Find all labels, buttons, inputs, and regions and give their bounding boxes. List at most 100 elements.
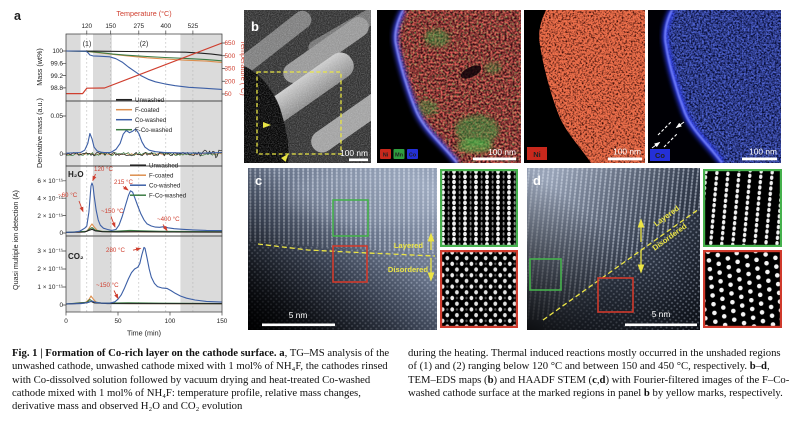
svg-text:350: 350 [225,66,236,73]
layered-roi-box [332,199,369,237]
series-line [66,50,222,56]
ni-tag: Ni [533,150,541,159]
svg-text:150: 150 [105,23,116,30]
co2-axis-ticks: 3 × 10⁻¹¹ 2 × 10⁻¹¹ 1 × 10⁻¹¹ 0 [37,248,63,309]
derivative-axis-ticks: 0.05 0 [51,113,64,158]
eds-legend: Ni Mn Co [380,149,418,159]
svg-text:120: 120 [81,23,92,30]
caption-col-2: during the heating. Thermal induced reac… [408,347,790,399]
svg-text:650: 650 [225,40,236,47]
panel-d-label: d [533,173,541,188]
layered-roi-box [529,258,562,291]
h2o-axis-ticks: 6 × 10⁻¹¹ 4 × 10⁻¹¹ 2 × 10⁻¹¹ 0 [37,178,63,237]
svg-text:99.6: 99.6 [51,61,64,68]
svg-text:F-Co-washed: F-Co-washed [149,193,187,200]
layered-fft-image [703,169,782,247]
svg-text:~150 °C: ~150 °C [101,208,124,215]
mass-axis-ticks: 100 99.6 99.2 98.8 [51,48,64,92]
panel-b-ni-map-image: Ni 100 nm [524,10,645,163]
series-line [66,50,222,62]
svg-text:215 °C: 215 °C [114,179,134,186]
co2-annotations: 280 °C ~150 °C [96,247,142,300]
derivative-series [66,128,222,159]
svg-text:~400 °C: ~400 °C [157,216,180,223]
svg-text:0: 0 [59,151,63,158]
co-tag-box [650,149,670,161]
svg-text:~60 °C: ~60 °C [58,192,78,199]
svg-text:Co-washed: Co-washed [149,183,181,190]
region-2-label: (2) [140,41,149,48]
series-line [66,182,222,233]
legend-mass: Unwashed F-coated Co-washed F-Co-washed [116,97,173,134]
svg-text:4 × 10⁻¹¹: 4 × 10⁻¹¹ [37,195,63,202]
svg-text:275: 275 [133,23,144,30]
x-axis-ticks: 0 50 100 150 [64,318,228,325]
phase-boundary-dashed-line [257,243,436,257]
panel-a-label: a [14,9,22,23]
svg-text:2 × 10⁻¹¹: 2 × 10⁻¹¹ [37,213,63,220]
scale-bar-text: 5 nm [652,309,671,319]
series-line [66,228,222,234]
ni-tag-box [527,147,547,160]
yellow-arrowhead-icon [281,153,289,162]
panel-d-stem-image: Layered Disordered d 5 nm [527,168,700,330]
svg-text:280 °C: 280 °C [106,247,126,254]
panel-c-stem-image: Layered Disordered c 5 nm [248,168,437,330]
panel-c-label: c [255,173,262,188]
series-line [66,50,222,90]
svg-text:0: 0 [59,302,63,309]
h2o-tag: H₂O [68,170,84,179]
panel-b-label: b [251,19,259,34]
panel-b-eds-overlay-image: Ni Mn Co 100 nm [377,10,521,163]
disordered-label: Disordered [388,265,428,274]
svg-text:Unwashed: Unwashed [135,97,165,104]
region-1-label: (1) [83,41,92,48]
scale-bar [742,157,777,161]
series-line [66,152,222,156]
figure-caption: Fig. 1 | Formation of Co-rich layer on t… [12,347,790,413]
layer-thickness-annotation [651,120,685,149]
svg-text:150: 150 [217,318,228,325]
series-line [66,42,222,95]
top-axis-ticks: 120 150 275 400 525 [81,23,198,30]
panel-c-layered-inset [440,169,518,247]
h2o-series [66,182,222,234]
svg-text:525: 525 [188,23,199,30]
svg-text:1 × 10⁻¹¹: 1 × 10⁻¹¹ [37,284,63,291]
svg-text:120 °C: 120 °C [94,166,114,173]
eds-legend-mn: Mn [395,153,404,159]
eds-legend-ni: Ni [383,153,389,159]
subplot-frames [65,33,223,313]
series-line [66,128,222,154]
svg-text:6 × 10⁻¹¹: 6 × 10⁻¹¹ [37,178,63,185]
scale-bar [625,323,697,327]
svg-text:3 × 10⁻¹¹: 3 × 10⁻¹¹ [37,248,63,255]
eds-legend-co: Co [409,153,417,159]
legend-h2o: Unwashed F-coated Co-washed F-Co-washed [130,163,187,200]
svg-text:100: 100 [52,48,63,55]
layered-fft-image [440,169,518,247]
panel-a-chart: a Temperature (°C) 120 150 275 400 525 6… [11,9,248,338]
scale-bar-text: 100 nm [340,148,368,158]
eds-composite-map [395,10,521,163]
svg-text:50: 50 [114,318,122,325]
x-axis-title: Time (min) [127,329,161,338]
scale-bar [608,157,642,161]
tick-marks [62,30,226,316]
co2-tag: CO₂ [68,252,84,261]
co-rim-core [394,10,458,163]
panel-d-disordered-inset [703,250,782,328]
svg-text:0.05: 0.05 [51,113,64,120]
svg-text:500: 500 [225,53,236,60]
panel-c-disordered-inset [440,250,518,328]
disordered-fft-image [440,250,518,328]
scale-bar [349,158,368,162]
panel-b-haadf-image: b 100 nm [244,10,371,163]
h2o-annotations: 120 °C 215 °C ~60 °C ~150 °C ~400 °C [58,166,180,232]
series-line [66,246,222,305]
scale-bar [262,323,335,327]
scale-bar [473,157,516,161]
ion-axis-title: Quasi multiple ion detection (A) [11,190,20,290]
roi-dashed-box [256,71,342,155]
